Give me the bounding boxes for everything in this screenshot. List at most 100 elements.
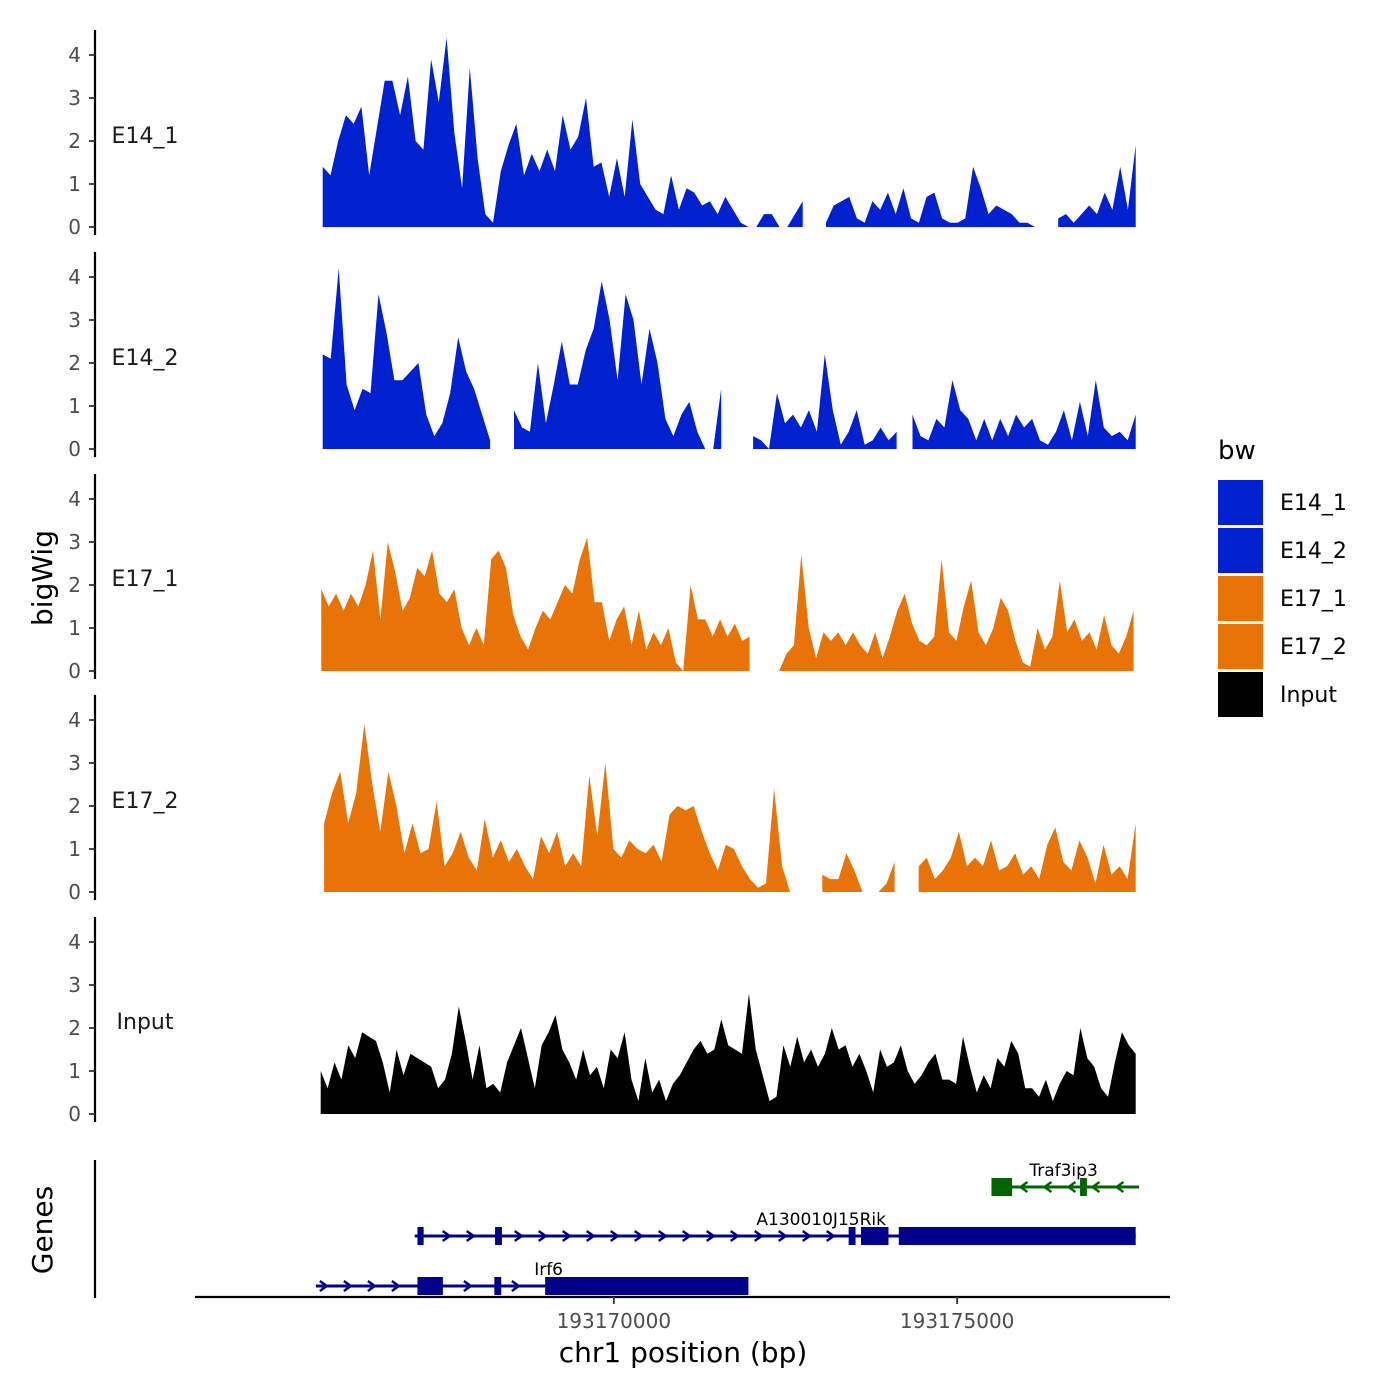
y-tick-label: 2 (68, 573, 81, 597)
gene-Irf6: Irf6 (315, 1260, 749, 1295)
gene-label-A130010J15Rik: A130010J15Rik (756, 1210, 886, 1230)
track-label-E14_2: E14_2 (112, 346, 179, 371)
strand-arrow (610, 1230, 620, 1242)
y-tick-label: 4 (68, 487, 81, 511)
strand-arrow (1066, 1181, 1077, 1193)
signal-area-E17_1 (321, 537, 750, 671)
y-axis-title: bigWig (26, 530, 59, 626)
gene-exon (861, 1227, 889, 1245)
y-tick-label: 2 (68, 1016, 81, 1040)
strand-arrow (343, 1280, 353, 1292)
signal-area-E14_2 (912, 380, 1136, 449)
track-Input: 0 1 2 3 4 Input (68, 917, 1136, 1126)
strand-arrow (511, 1280, 521, 1292)
y-tick-label: 4 (68, 930, 81, 954)
signal-area-E17_2 (324, 724, 799, 892)
signal-area-E14_1 (1058, 145, 1136, 227)
y-tick-label: 0 (68, 437, 81, 461)
signal-area-E14_2 (753, 354, 897, 449)
signal-area-E14_2 (514, 281, 722, 449)
legend-swatch-E14_1 (1218, 480, 1263, 525)
y-tick-label: 4 (68, 708, 81, 732)
strand-arrow (1018, 1181, 1029, 1193)
strand-arrow (634, 1230, 644, 1242)
strand-arrow (682, 1230, 692, 1242)
gene-exon (495, 1227, 502, 1245)
strand-arrow (658, 1230, 668, 1242)
y-tick-label: 3 (68, 308, 81, 332)
gene-exon (848, 1227, 856, 1245)
gene-exon (1080, 1178, 1087, 1196)
signal-area-E17_2 (918, 823, 1136, 892)
gene-exon (417, 1277, 443, 1295)
signal-area-E17_2 (822, 853, 895, 892)
gene-label-Irf6: Irf6 (534, 1260, 563, 1280)
legend-swatch-E14_2 (1218, 528, 1263, 573)
strand-arrow (586, 1230, 596, 1242)
y-tick-label: 3 (68, 530, 81, 554)
track-label-E17_1: E17_1 (112, 567, 179, 592)
signal-area-E17_1 (771, 554, 1134, 671)
strand-arrow (391, 1280, 401, 1292)
legend-label-E14_1: E14_1 (1280, 491, 1347, 516)
strand-arrow (754, 1230, 764, 1242)
y-tick-label: 3 (68, 751, 81, 775)
strand-arrow (367, 1280, 377, 1292)
y-tick-label: 0 (68, 1102, 81, 1126)
gene-exon (417, 1227, 424, 1245)
gene-A130010J15Rik: A130010J15Rik (414, 1210, 1136, 1245)
strand-arrow (730, 1230, 740, 1242)
y-tick-label: 0 (68, 880, 81, 904)
strand-arrow (802, 1230, 812, 1242)
strand-arrow (706, 1230, 716, 1242)
signal-area-Input (320, 993, 1136, 1114)
legend-title: bw (1218, 436, 1256, 466)
y-tick-label: 4 (68, 43, 81, 67)
legend-label-E17_1: E17_1 (1280, 587, 1347, 612)
strand-arrow (463, 1280, 473, 1292)
signal-area-E14_1 (322, 37, 803, 227)
strand-arrow (466, 1230, 476, 1242)
gene-Traf3ip3: Traf3ip3 (991, 1161, 1140, 1196)
y-tick-label: 2 (68, 129, 81, 153)
strand-arrow (1042, 1181, 1053, 1193)
strand-arrow (319, 1280, 329, 1292)
strand-arrow (442, 1230, 452, 1242)
x-tick-label: 193170000 (557, 1309, 672, 1333)
strand-arrow (778, 1230, 788, 1242)
y-tick-label: 1 (68, 616, 81, 640)
track-label-E14_1: E14_1 (112, 124, 179, 149)
y-tick-label: 2 (68, 351, 81, 375)
signal-area-E14_2 (322, 268, 491, 449)
legend-swatch-E17_1 (1218, 576, 1263, 621)
genes-panel: 193170000 193175000 Irf6 A130010J15Rik Traf3… (93, 1160, 1170, 1333)
track-E14_2: 0 1 2 3 4 E14_2 (68, 252, 1136, 461)
y-tick-label: 2 (68, 794, 81, 818)
y-tick-label: 1 (68, 1059, 81, 1083)
track-label-E17_2: E17_2 (112, 789, 179, 814)
gene-exon (494, 1277, 502, 1295)
track-label-Input: Input (117, 1010, 174, 1035)
y-tick-label: 3 (68, 86, 81, 110)
y-tick-label: 1 (68, 172, 81, 196)
legend: bw E14_1 E14_2 E17_1 E17_2 Input (1218, 436, 1347, 717)
strand-arrow (1090, 1181, 1101, 1193)
genes-axis-title: Genes (26, 1186, 59, 1274)
legend-label-Input: Input (1280, 683, 1337, 708)
gene-label-Traf3ip3: Traf3ip3 (1028, 1161, 1097, 1181)
track-E17_2: 0 1 2 3 4 E17_2 (68, 695, 1136, 904)
strand-arrow (1114, 1181, 1125, 1193)
strand-arrow (538, 1230, 548, 1242)
legend-label-E17_2: E17_2 (1280, 635, 1347, 660)
track-E17_1: 0 1 2 3 4 E17_1 (68, 474, 1134, 683)
track-panels: 0 1 2 3 4 E14_1 0 1 2 3 4 E14_2 0 1 2 3 4 E17_1 0 1 2 3 4 E17_2… (68, 30, 1136, 1126)
strand-arrow (826, 1230, 836, 1242)
y-tick-label: 0 (68, 215, 81, 239)
x-tick-label: 193175000 (900, 1309, 1015, 1333)
track-E14_1: 0 1 2 3 4 E14_1 (68, 30, 1136, 239)
y-tick-label: 0 (68, 659, 81, 683)
legend-swatch-Input (1218, 672, 1263, 717)
gene-exon (991, 1178, 1013, 1196)
y-tick-label: 3 (68, 973, 81, 997)
gene-exon (545, 1277, 749, 1295)
